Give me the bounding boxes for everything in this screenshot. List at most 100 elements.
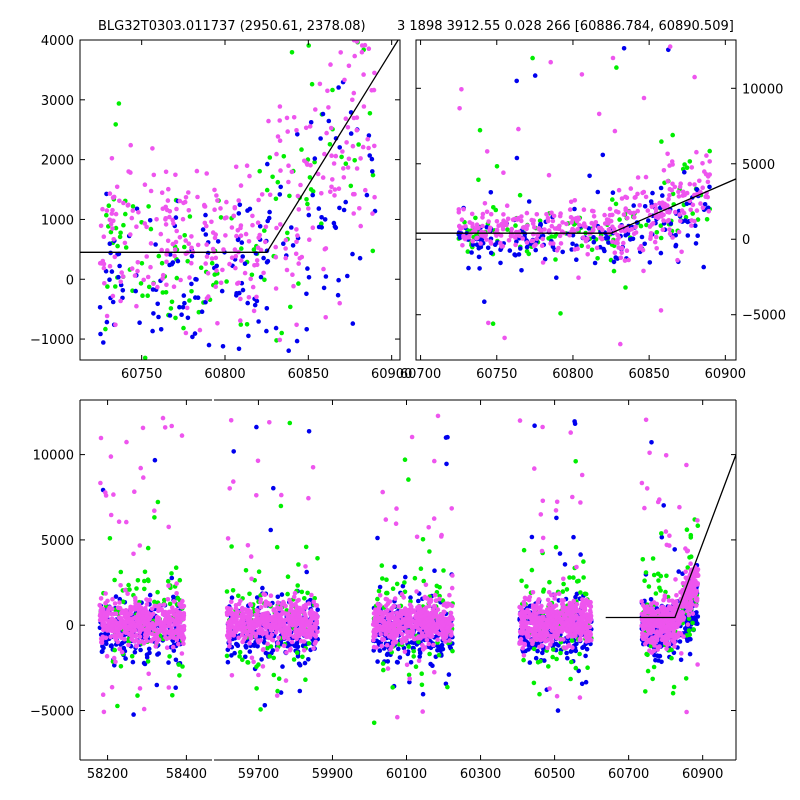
data-point-green [367, 111, 373, 116]
data-point-blue [304, 327, 310, 332]
data-point-green [623, 285, 628, 290]
data-point-pink [556, 245, 561, 251]
data-point-pink [98, 596, 104, 601]
data-point-pink [287, 632, 293, 637]
data-point-blue [267, 209, 272, 215]
data-point-pink [155, 284, 160, 290]
data-point-pink [238, 233, 244, 238]
data-point-blue [215, 239, 221, 244]
data-point-blue [214, 263, 219, 269]
data-point-green [394, 581, 400, 587]
data-point-green [251, 247, 257, 252]
data-point-green [104, 212, 109, 218]
data-point-pink [570, 645, 575, 650]
data-point-pink [129, 266, 135, 271]
data-point-pink [243, 635, 248, 640]
data-point-pink [430, 607, 436, 612]
data-point-pink [575, 215, 581, 221]
data-point-green [535, 660, 541, 665]
data-point-pink [234, 233, 239, 239]
data-point-pink [164, 645, 170, 650]
data-point-pink [123, 587, 128, 593]
data-point-pink [164, 207, 170, 213]
data-point-green [305, 201, 310, 207]
data-point-pink [114, 620, 120, 625]
data-point-pink [275, 134, 281, 139]
data-point-blue [337, 145, 343, 150]
data-point-blue [171, 594, 176, 600]
data-point-green [285, 574, 291, 579]
data-point-blue [411, 640, 416, 645]
data-point-pink [189, 260, 194, 266]
data-point-pink [140, 425, 146, 431]
data-point-pink [248, 634, 253, 640]
data-point-pink [209, 219, 214, 225]
data-point-pink [635, 191, 640, 197]
data-point-pink [697, 178, 702, 184]
data-point-pink [585, 252, 590, 257]
data-point-blue [527, 660, 533, 665]
data-point-green [376, 588, 382, 594]
data-point-green [307, 175, 313, 180]
data-point-green [519, 578, 524, 584]
data-point-blue [532, 73, 538, 78]
data-point-green [169, 299, 175, 305]
data-point-pink [283, 678, 289, 683]
data-point-pink [291, 283, 296, 289]
data-point-pink [273, 630, 279, 635]
data-point-pink [254, 262, 260, 268]
data-point-pink [195, 242, 201, 248]
data-point-green [148, 226, 154, 232]
data-point-pink [392, 596, 398, 601]
data-point-blue [507, 248, 513, 253]
data-point-pink [381, 619, 387, 625]
data-point-pink [261, 270, 266, 276]
data-point-blue [151, 311, 156, 316]
axes-frame [415, 39, 737, 361]
data-point-pink [263, 239, 268, 245]
data-point-green [168, 306, 174, 311]
data-point-green [118, 569, 124, 575]
data-point-blue [660, 193, 665, 198]
data-point-pink [536, 226, 542, 232]
data-point-green [638, 223, 644, 229]
data-point-blue [120, 288, 126, 293]
data-point-pink [210, 230, 216, 235]
data-point-green [379, 563, 385, 568]
data-point-pink [226, 606, 232, 611]
data-point-green [198, 265, 204, 271]
data-point-pink [354, 115, 360, 120]
data-point-pink [134, 638, 139, 643]
data-point-pink [435, 607, 441, 612]
data-point-pink [395, 617, 401, 623]
data-point-pink [133, 616, 139, 621]
data-point-green [107, 536, 113, 541]
data-point-blue [554, 515, 559, 521]
data-point-pink [661, 218, 666, 223]
data-point-blue [278, 690, 284, 695]
data-point-blue [466, 265, 471, 271]
data-point-green [300, 654, 305, 660]
data-point-pink [273, 244, 279, 250]
data-point-pink [555, 631, 560, 637]
data-point-blue [158, 327, 164, 332]
data-point-pink [534, 623, 539, 629]
data-point-pink [707, 159, 712, 164]
data-point-pink [354, 127, 360, 133]
data-point-pink [126, 202, 131, 208]
data-point-pink [689, 165, 695, 170]
data-point-pink [135, 260, 141, 265]
data-point-pink [179, 631, 184, 637]
data-point-pink [510, 217, 516, 222]
data-point-pink [640, 247, 646, 253]
data-point-pink [446, 620, 452, 625]
data-point-pink [112, 254, 118, 260]
data-point-green [380, 576, 385, 581]
data-point-pink [122, 629, 128, 635]
data-point-blue [142, 661, 148, 667]
data-point-pink [568, 430, 573, 435]
data-point-blue [578, 552, 583, 557]
data-point-pink [243, 231, 249, 237]
data-point-pink [488, 241, 494, 246]
data-point-pink [162, 425, 168, 430]
